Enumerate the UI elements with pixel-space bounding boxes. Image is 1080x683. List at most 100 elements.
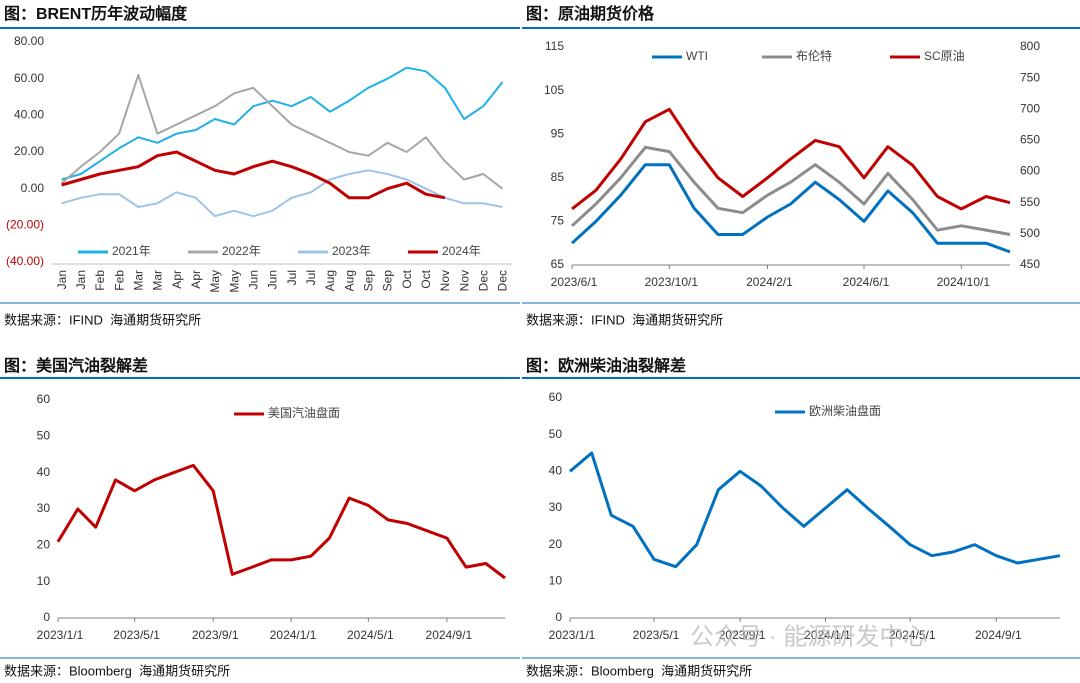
y-tick-label: 0 bbox=[43, 610, 50, 624]
x-tick-label: Jun bbox=[266, 270, 280, 289]
x-tick-label: Sep bbox=[381, 270, 395, 292]
x-tick-label: 2024/6/1 bbox=[843, 275, 890, 289]
y-tick-label: 40.00 bbox=[14, 108, 44, 122]
source-note: 数据来源：IFIND 海通期货研究所 bbox=[4, 312, 201, 327]
x-tick-label: Feb bbox=[112, 270, 126, 291]
chart-title: 图：原油期货价格 bbox=[526, 4, 655, 23]
x-tick-label: Oct bbox=[400, 269, 414, 288]
legend-label: 美国汽油盘面 bbox=[268, 405, 340, 420]
source-note: 数据来源：Bloomberg 海通期货研究所 bbox=[4, 663, 230, 678]
legend-label: SC原油 bbox=[924, 49, 965, 63]
x-tick-label: 2024/2/1 bbox=[746, 275, 793, 289]
series-line bbox=[60, 74, 504, 190]
y-tick-label: 50 bbox=[37, 429, 51, 443]
y-tick-label: 20 bbox=[549, 537, 563, 551]
legend-label: 欧洲柴油盘面 bbox=[809, 403, 881, 418]
x-tick-label: May bbox=[227, 270, 241, 293]
x-tick-label: 2024/9/1 bbox=[426, 628, 473, 642]
x-tick-label: 2023/5/1 bbox=[113, 628, 160, 642]
y-tick-label: 450 bbox=[1020, 257, 1040, 271]
y-tick-label: 60.00 bbox=[14, 71, 44, 85]
x-tick-label: Sep bbox=[361, 270, 375, 292]
x-tick-label: 2023/5/1 bbox=[633, 628, 680, 642]
y-tick-label: 30 bbox=[37, 501, 51, 515]
y-tick-label: 800 bbox=[1020, 39, 1040, 53]
series-line bbox=[61, 169, 503, 218]
series-line bbox=[570, 163, 1011, 254]
x-tick-label: Jan bbox=[74, 270, 88, 289]
x-tick-label: Mar bbox=[131, 270, 145, 291]
x-tick-label: 2023/9/1 bbox=[719, 628, 766, 642]
x-tick-label: Apr bbox=[170, 270, 184, 289]
source-note: 数据来源：Bloomberg 海通期货研究所 bbox=[526, 663, 752, 678]
chart-title: 图：欧洲柴油油裂解差 bbox=[526, 356, 686, 375]
source-note: 数据来源：IFIND 海通期货研究所 bbox=[526, 312, 723, 327]
y-tick-label: 20 bbox=[37, 538, 51, 552]
x-tick-label: 2023/10/1 bbox=[645, 275, 699, 289]
x-tick-label: Jul bbox=[285, 270, 299, 285]
x-tick-label: Oct bbox=[419, 269, 433, 288]
x-tick-label: 2024/5/1 bbox=[347, 628, 394, 642]
y-tick-label: 30 bbox=[549, 500, 563, 514]
y-tick-label: 75 bbox=[551, 214, 565, 228]
y-tick-label: 550 bbox=[1020, 195, 1040, 209]
x-tick-label: Feb bbox=[93, 270, 107, 291]
y-tick-label: 0.00 bbox=[21, 181, 45, 195]
legend-label: 2023年 bbox=[332, 244, 371, 258]
watermark: 公众号 · 能源研发中心 bbox=[690, 623, 927, 650]
legend-label: 2022年 bbox=[222, 244, 261, 258]
x-tick-label: Aug bbox=[342, 270, 356, 291]
x-tick-label: Jun bbox=[246, 270, 260, 289]
x-tick-label: 2024/9/1 bbox=[975, 628, 1022, 642]
y-tick-label: 20.00 bbox=[14, 144, 44, 158]
legend-label: 2021年 bbox=[112, 244, 151, 258]
series-line bbox=[571, 107, 1011, 211]
x-tick-label: Dec bbox=[476, 270, 490, 291]
y-tick-label: 40 bbox=[549, 464, 563, 478]
y-tick-label: 10 bbox=[549, 574, 563, 588]
chart-title: 图：美国汽油裂解差 bbox=[4, 356, 148, 375]
y-tick-label: 40 bbox=[37, 465, 51, 479]
y-tick-label: 65 bbox=[551, 257, 565, 271]
x-tick-label: 2023/6/1 bbox=[551, 275, 598, 289]
series-line bbox=[570, 145, 1011, 236]
series-line bbox=[61, 150, 446, 200]
chart-title: 图：BRENT历年波动幅度 bbox=[4, 4, 188, 23]
x-tick-label: 2024/10/1 bbox=[937, 275, 991, 289]
x-tick-label: Jul bbox=[304, 270, 318, 285]
y-tick-label: 500 bbox=[1020, 226, 1040, 240]
x-tick-label: 2023/9/1 bbox=[192, 628, 239, 642]
x-tick-label: Aug bbox=[323, 270, 337, 291]
x-tick-label: May bbox=[208, 270, 222, 293]
y-tick-label: (20.00) bbox=[6, 218, 44, 232]
x-tick-label: 2024/1/1 bbox=[270, 628, 317, 642]
y-tick-label: 60 bbox=[549, 390, 563, 404]
y-tick-label: 85 bbox=[551, 170, 565, 184]
y-tick-label: 10 bbox=[37, 574, 51, 588]
x-tick-label: Mar bbox=[151, 270, 165, 291]
x-tick-label: 2023/1/1 bbox=[37, 628, 84, 642]
y-tick-label: 50 bbox=[549, 427, 563, 441]
y-tick-label: 80.00 bbox=[14, 34, 44, 48]
y-tick-label: 105 bbox=[544, 83, 564, 97]
x-tick-label: Apr bbox=[189, 270, 203, 289]
x-tick-label: 2024/5/1 bbox=[889, 628, 936, 642]
x-tick-label: Nov bbox=[457, 270, 471, 291]
y-tick-label: 60 bbox=[37, 392, 51, 406]
x-tick-label: Jan bbox=[55, 270, 69, 289]
y-tick-label: 95 bbox=[551, 126, 565, 140]
y-tick-label: 700 bbox=[1020, 101, 1040, 115]
x-tick-label: Nov bbox=[438, 270, 452, 291]
series-line bbox=[61, 66, 504, 181]
y-tick-label: (40.00) bbox=[6, 254, 44, 268]
legend-label: 2024年 bbox=[442, 244, 481, 258]
legend-label: WTI bbox=[686, 49, 708, 63]
series-line bbox=[569, 451, 1061, 569]
y-tick-label: 750 bbox=[1020, 70, 1040, 84]
legend-label: 布伦特 bbox=[796, 48, 832, 63]
x-tick-label: Dec bbox=[496, 270, 510, 291]
y-tick-label: 600 bbox=[1020, 164, 1040, 178]
x-tick-label: 2024/1/1 bbox=[804, 628, 851, 642]
